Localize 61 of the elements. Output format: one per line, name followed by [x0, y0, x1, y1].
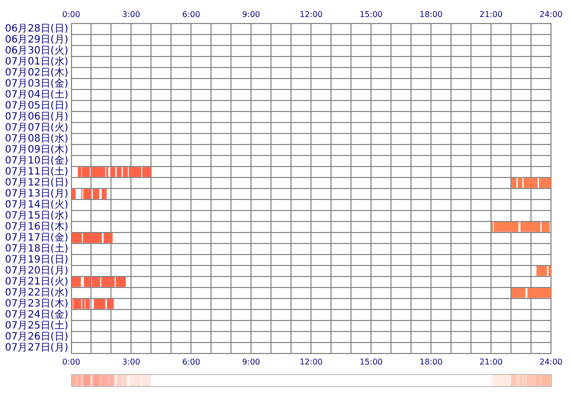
y-tick-label: 07月13日(月) — [4, 188, 68, 200]
y-tick-label: 07月01日(水) — [4, 56, 68, 68]
x2-tick-label: 9:00 — [242, 10, 260, 19]
x-tick-label: 12:00 — [300, 357, 323, 366]
y-tick-label: 07月26日(日) — [4, 332, 68, 343]
y-tick-label: 07月11日(土) — [4, 166, 68, 178]
x-tick-label: 18:00 — [420, 357, 443, 366]
y-tick-label: 07月20日(月) — [4, 266, 68, 277]
bar — [85, 298, 90, 309]
bar — [511, 288, 526, 298]
y-tick-label: 07月27日(月) — [4, 342, 68, 354]
bar — [494, 222, 518, 232]
x2-tick-label: 24:00 — [539, 10, 563, 19]
y-tick-label: 06月30日(火) — [4, 44, 68, 57]
bar — [527, 288, 551, 298]
y-tick-label: 06月29日(月) — [4, 34, 68, 46]
x-tick-label: 6:00 — [182, 357, 200, 366]
y-tick-label: 07月15日(水) — [4, 210, 68, 222]
y-tick-label: 07月23日(木) — [4, 298, 68, 310]
y-tick-label: 07月22日(水) — [4, 286, 68, 299]
x2-tick-label: 18:00 — [420, 10, 443, 19]
bar — [94, 298, 106, 309]
x2-tick-label: 12:00 — [300, 10, 323, 19]
y-tick-label: 06月28日(日) — [4, 24, 68, 35]
x2-tick-label: 3:00 — [122, 10, 140, 19]
x-tick-label: 0:00 — [62, 357, 80, 366]
bar — [73, 298, 82, 309]
x2-tick-label: 0:00 — [62, 10, 80, 19]
y-tick-label: 07月05日(日) — [4, 100, 68, 112]
bar — [83, 189, 91, 199]
y-tick-label: 07月10日(金) — [4, 154, 68, 167]
y-tick-label: 07月17日(金) — [4, 232, 68, 244]
y-tick-label: 07月02日(木) — [4, 66, 68, 79]
y-tick-label: 07月04日(土) — [4, 88, 68, 101]
x2-tick-label: 6:00 — [182, 10, 200, 19]
y-tick-label: 07月25日(土) — [4, 320, 68, 332]
y-tick-label: 07月19日(日) — [4, 254, 68, 266]
y-tick-label: 07月12日(日) — [4, 178, 68, 189]
y-tick-label: 07月03日(金) — [4, 78, 68, 90]
bar — [106, 298, 114, 309]
x-tick-label: 3:00 — [122, 357, 140, 366]
y-tick-label: 07月18日(土) — [4, 242, 68, 255]
x-tick-label: 21:00 — [480, 357, 503, 366]
y-tick-label: 07月16日(木) — [4, 220, 68, 233]
y-tick-label: 07月14日(火) — [4, 198, 68, 211]
bar — [72, 276, 81, 287]
bar — [72, 189, 76, 199]
bar — [536, 266, 547, 276]
bar — [102, 189, 107, 199]
x-tick-label: 24:00 — [539, 357, 563, 366]
y-tick-label: 07月06日(月) — [4, 112, 68, 123]
x2-tick-label: 21:00 — [480, 10, 503, 19]
x-tick-label: 9:00 — [242, 357, 260, 366]
y-tick-label: 07月24日(金) — [4, 308, 68, 321]
y-tick-label: 07月08日(水) — [4, 132, 68, 145]
y-tick-label: 07月09日(木) — [4, 144, 68, 156]
y-tick-label: 07月07日(火) — [4, 122, 68, 134]
y-tick-label: 07月21日(火) — [4, 276, 68, 288]
x2-tick-label: 15:00 — [360, 10, 383, 19]
bar — [92, 189, 100, 199]
x-tick-label: 15:00 — [360, 357, 383, 366]
